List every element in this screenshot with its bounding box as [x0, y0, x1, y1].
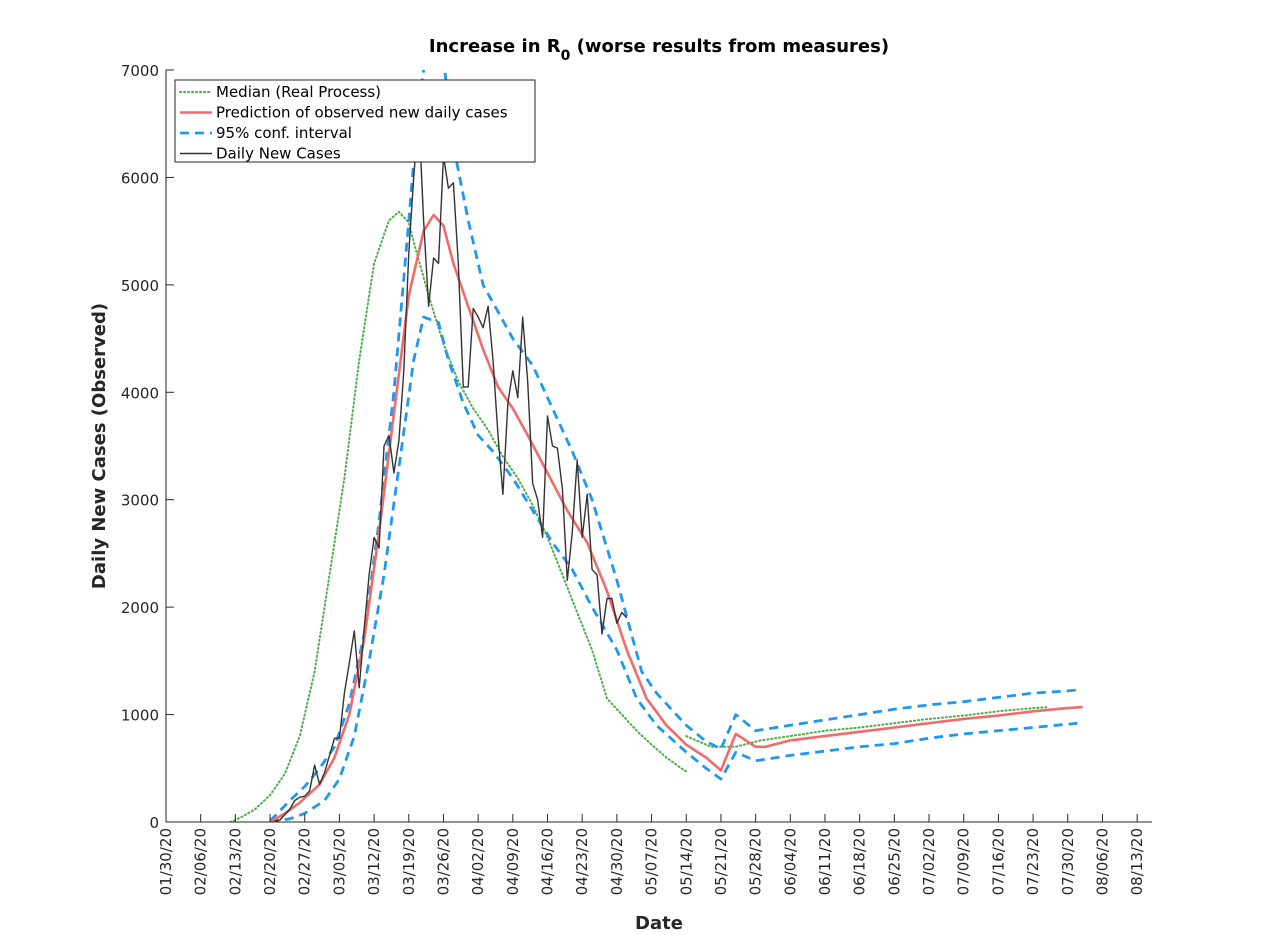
y-tick-label: 1000: [121, 707, 159, 725]
y-tick-label: 2000: [121, 599, 159, 617]
y-tick-label: 7000: [121, 62, 159, 80]
chart-title-rest: (worse results from measures): [570, 36, 889, 57]
x-tick-label: 03/05/20: [330, 828, 348, 895]
legend-label-prediction: Prediction of observed new daily cases: [216, 104, 508, 122]
x-tick-label: 08/06/20: [1094, 828, 1112, 895]
y-tick-label: 0: [149, 814, 159, 832]
legend-label-median: Median (Real Process): [216, 83, 381, 101]
series-line-prediction: [269, 213, 1083, 822]
legend-label-ci: 95% conf. interval: [216, 124, 352, 142]
x-tick-label: 04/23/20: [573, 828, 591, 895]
axes: 0 1000 2000 3000 4000 5000 6000 7000 01/30/20 02…: [121, 62, 1152, 895]
x-tick-label: 02/13/20: [226, 828, 244, 895]
series-line-median: [229, 210, 688, 822]
x-tick-label: 04/02/20: [469, 828, 487, 895]
x-tick-label: 07/09/20: [955, 828, 973, 895]
x-tick-label: 04/30/20: [608, 828, 626, 895]
legend-box: [174, 79, 536, 163]
y-tick-label: 5000: [121, 277, 159, 295]
x-tick-label: 07/16/20: [989, 828, 1007, 895]
y-axis-title: Daily New Cases (Observed): [89, 303, 110, 589]
x-tick-label: 05/07/20: [643, 828, 661, 895]
x-tick-label: 06/11/20: [816, 828, 834, 895]
series-line-daily: [274, 112, 628, 822]
x-tick-label: 04/16/20: [539, 828, 557, 895]
plot-area: [229, 70, 1083, 822]
x-tick-label: 07/23/20: [1024, 828, 1042, 895]
x-tick-label: 03/26/20: [435, 828, 453, 895]
x-tick-label: 05/21/20: [712, 828, 730, 895]
x-tick-label: 02/27/20: [296, 828, 314, 895]
x-tick-label: 01/30/20: [157, 828, 175, 895]
x-tick-label: 03/12/20: [365, 828, 383, 895]
y-ticks: 0 1000 2000 3000 4000 5000 6000 7000: [121, 62, 174, 832]
y-tick-label: 6000: [121, 169, 159, 187]
chart-title: Increase in R0 (worse results from measu…: [429, 36, 889, 64]
chart-title-subscript: 0: [561, 48, 571, 64]
x-tick-label: 07/30/20: [1059, 828, 1077, 895]
series-line-median_late: [685, 706, 1049, 748]
x-tick-label: 05/14/20: [677, 828, 695, 895]
legend-label-daily: Daily New Cases: [216, 145, 341, 163]
x-tick-label: 02/20/20: [261, 828, 279, 895]
chart-title-main: Increase in R: [429, 36, 561, 57]
y-tick-label: 3000: [121, 492, 159, 510]
x-ticks: 01/30/20 02/06/20 02/13/20 02/20/20 02/27/20…: [157, 814, 1146, 895]
x-tick-label: 07/02/20: [920, 828, 938, 895]
x-tick-label: 06/04/20: [781, 828, 799, 895]
x-tick-label: 06/25/20: [885, 828, 903, 895]
x-tick-label: 08/13/20: [1128, 828, 1146, 895]
x-tick-label: 05/28/20: [747, 828, 765, 895]
x-axis-title: Date: [635, 913, 683, 934]
y-tick-label: 4000: [121, 384, 159, 402]
legend: Median (Real Process) Prediction of obser…: [174, 79, 536, 163]
x-tick-label: 06/18/20: [851, 828, 869, 895]
legend-entries: Median (Real Process) Prediction of obser…: [179, 83, 508, 163]
series-line-ci_lower: [269, 315, 1078, 822]
x-tick-label: 02/06/20: [192, 828, 210, 895]
x-tick-label: 03/19/20: [400, 828, 418, 895]
x-tick-label: 04/09/20: [504, 828, 522, 895]
series-layer: [229, 70, 1083, 822]
